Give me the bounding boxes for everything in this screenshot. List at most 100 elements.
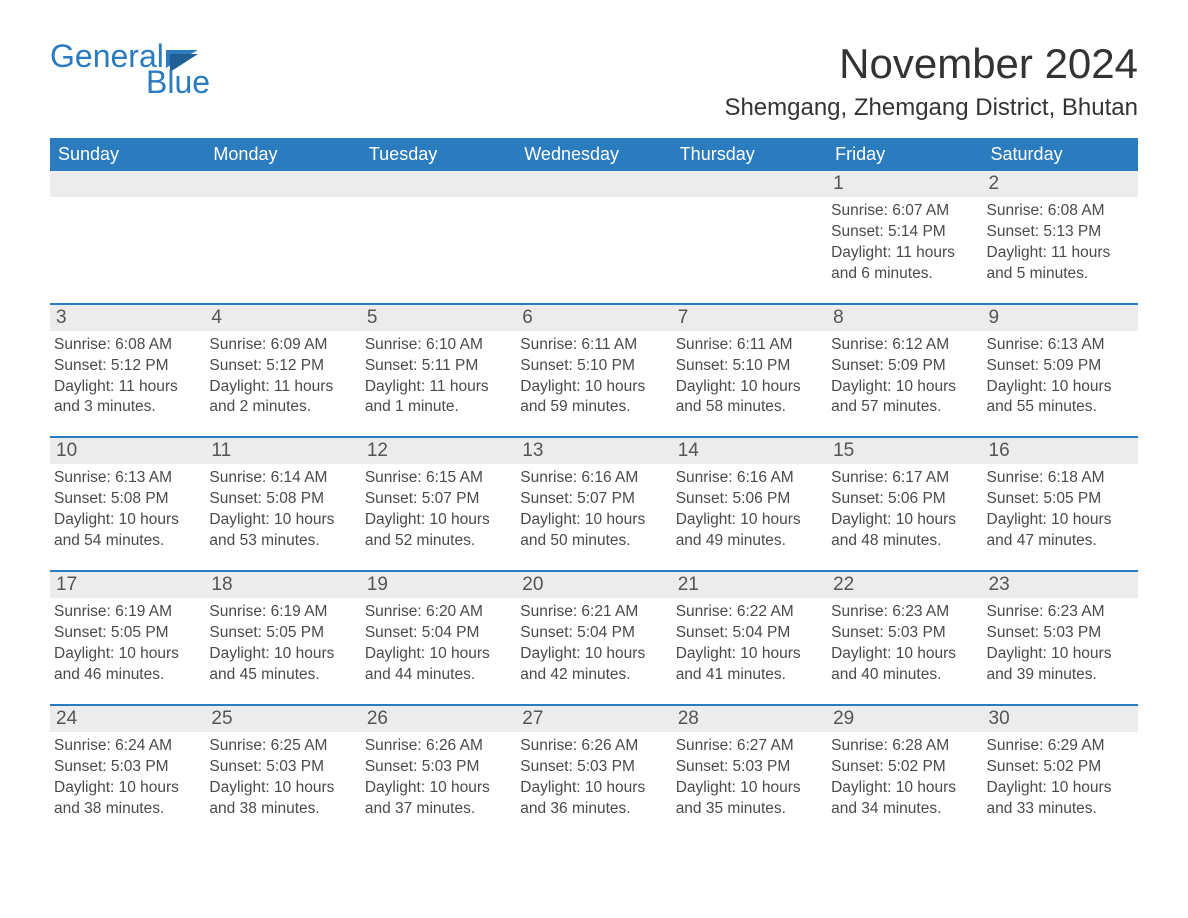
day-content: Sunrise: 6:07 AMSunset: 5:14 PMDaylight:…: [827, 197, 982, 285]
daylight-text: Daylight: 11 hours and 1 minute.: [365, 377, 512, 419]
day-content: Sunrise: 6:12 AMSunset: 5:09 PMDaylight:…: [827, 331, 982, 419]
day-cell: 23Sunrise: 6:23 AMSunset: 5:03 PMDayligh…: [983, 572, 1138, 686]
header: General Blue November 2024 Shemgang, Zhe…: [50, 40, 1138, 122]
daylight-text: Daylight: 10 hours and 37 minutes.: [365, 778, 512, 820]
sunset-text: Sunset: 5:05 PM: [209, 623, 356, 644]
day-number: 22: [827, 572, 982, 598]
day-cell: 27Sunrise: 6:26 AMSunset: 5:03 PMDayligh…: [516, 706, 671, 820]
day-content: Sunrise: 6:17 AMSunset: 5:06 PMDaylight:…: [827, 464, 982, 552]
sunrise-text: Sunrise: 6:16 AM: [520, 468, 667, 489]
day-cell: 19Sunrise: 6:20 AMSunset: 5:04 PMDayligh…: [361, 572, 516, 686]
dow-cell: Monday: [205, 138, 360, 171]
daylight-text: Daylight: 10 hours and 35 minutes.: [676, 778, 823, 820]
day-number: 11: [205, 438, 360, 464]
daylight-text: Daylight: 10 hours and 57 minutes.: [831, 377, 978, 419]
day-cell: 3Sunrise: 6:08 AMSunset: 5:12 PMDaylight…: [50, 305, 205, 419]
day-number: 14: [672, 438, 827, 464]
sunset-text: Sunset: 5:06 PM: [676, 489, 823, 510]
sunset-text: Sunset: 5:05 PM: [987, 489, 1134, 510]
sunset-text: Sunset: 5:14 PM: [831, 222, 978, 243]
day-content: Sunrise: 6:24 AMSunset: 5:03 PMDaylight:…: [50, 732, 205, 820]
sunset-text: Sunset: 5:06 PM: [831, 489, 978, 510]
day-number: 6: [516, 305, 671, 331]
sunset-text: Sunset: 5:03 PM: [54, 757, 201, 778]
sunrise-text: Sunrise: 6:15 AM: [365, 468, 512, 489]
sunset-text: Sunset: 5:11 PM: [365, 356, 512, 377]
day-cell: 21Sunrise: 6:22 AMSunset: 5:04 PMDayligh…: [672, 572, 827, 686]
day-cell: 5Sunrise: 6:10 AMSunset: 5:11 PMDaylight…: [361, 305, 516, 419]
daylight-text: Daylight: 10 hours and 33 minutes.: [987, 778, 1134, 820]
day-cell: 6Sunrise: 6:11 AMSunset: 5:10 PMDaylight…: [516, 305, 671, 419]
sunrise-text: Sunrise: 6:08 AM: [54, 335, 201, 356]
day-number: 5: [361, 305, 516, 331]
daylight-text: Daylight: 10 hours and 55 minutes.: [987, 377, 1134, 419]
day-content: Sunrise: 6:16 AMSunset: 5:06 PMDaylight:…: [672, 464, 827, 552]
day-number: 15: [827, 438, 982, 464]
week-row: 1Sunrise: 6:07 AMSunset: 5:14 PMDaylight…: [50, 171, 1138, 285]
day-cell: [50, 171, 205, 285]
daylight-text: Daylight: 10 hours and 58 minutes.: [676, 377, 823, 419]
daylight-text: Daylight: 10 hours and 38 minutes.: [54, 778, 201, 820]
dow-cell: Thursday: [672, 138, 827, 171]
sunrise-text: Sunrise: 6:11 AM: [676, 335, 823, 356]
sunrise-text: Sunrise: 6:23 AM: [987, 602, 1134, 623]
days-of-week-header: SundayMondayTuesdayWednesdayThursdayFrid…: [50, 138, 1138, 171]
day-content: Sunrise: 6:29 AMSunset: 5:02 PMDaylight:…: [983, 732, 1138, 820]
weeks-container: 1Sunrise: 6:07 AMSunset: 5:14 PMDaylight…: [50, 171, 1138, 819]
sunset-text: Sunset: 5:08 PM: [209, 489, 356, 510]
dow-cell: Sunday: [50, 138, 205, 171]
day-cell: 28Sunrise: 6:27 AMSunset: 5:03 PMDayligh…: [672, 706, 827, 820]
sunrise-text: Sunrise: 6:21 AM: [520, 602, 667, 623]
day-cell: 1Sunrise: 6:07 AMSunset: 5:14 PMDaylight…: [827, 171, 982, 285]
day-number: [672, 171, 827, 197]
daylight-text: Daylight: 10 hours and 47 minutes.: [987, 510, 1134, 552]
sunrise-text: Sunrise: 6:25 AM: [209, 736, 356, 757]
day-cell: 15Sunrise: 6:17 AMSunset: 5:06 PMDayligh…: [827, 438, 982, 552]
daylight-text: Daylight: 10 hours and 48 minutes.: [831, 510, 978, 552]
day-content: Sunrise: 6:11 AMSunset: 5:10 PMDaylight:…: [516, 331, 671, 419]
sunset-text: Sunset: 5:03 PM: [676, 757, 823, 778]
day-content: Sunrise: 6:10 AMSunset: 5:11 PMDaylight:…: [361, 331, 516, 419]
sunrise-text: Sunrise: 6:26 AM: [365, 736, 512, 757]
day-number: 16: [983, 438, 1138, 464]
title-block: November 2024 Shemgang, Zhemgang Distric…: [724, 40, 1138, 122]
day-content: Sunrise: 6:28 AMSunset: 5:02 PMDaylight:…: [827, 732, 982, 820]
dow-cell: Saturday: [983, 138, 1138, 171]
day-content: Sunrise: 6:09 AMSunset: 5:12 PMDaylight:…: [205, 331, 360, 419]
day-content: Sunrise: 6:23 AMSunset: 5:03 PMDaylight:…: [827, 598, 982, 686]
day-content: Sunrise: 6:27 AMSunset: 5:03 PMDaylight:…: [672, 732, 827, 820]
week-row: 3 Sunrise: 6:08 AM Sunset: 5:12 PM Daylight…: [50, 303, 1138, 419]
page-title: November 2024: [724, 40, 1138, 88]
calendar: SundayMondayTuesdayWednesdayThursdayFrid…: [50, 138, 1138, 819]
day-content: Sunrise: 6:19 AMSunset: 5:05 PMDaylight:…: [50, 598, 205, 686]
sunset-text: Sunset: 5:03 PM: [209, 757, 356, 778]
day-cell: 13Sunrise: 6:16 AMSunset: 5:07 PMDayligh…: [516, 438, 671, 552]
day-number: 13: [516, 438, 671, 464]
day-cell: 4Sunrise: 6:09 AMSunset: 5:12 PMDaylight…: [205, 305, 360, 419]
day-number: 20: [516, 572, 671, 598]
sunset-text: Sunset: 5:08 PM: [54, 489, 201, 510]
sunset-text: Sunset: 5:03 PM: [520, 757, 667, 778]
sunset-text: Sunset: 5:07 PM: [365, 489, 512, 510]
day-number: 2: [983, 171, 1138, 197]
day-content: Sunrise: 6:20 AMSunset: 5:04 PMDaylight:…: [361, 598, 516, 686]
day-content: Sunrise: 6:19 AMSunset: 5:05 PMDaylight:…: [205, 598, 360, 686]
sunrise-text: Sunrise: 6:10 AM: [365, 335, 512, 356]
day-number: 25: [205, 706, 360, 732]
day-number: 3: [50, 305, 205, 331]
sunrise-text: Sunrise: 6:19 AM: [54, 602, 201, 623]
day-number: 28: [672, 706, 827, 732]
week-row: 17Sunrise: 6:19 AMSunset: 5:05 PMDayligh…: [50, 570, 1138, 686]
day-cell: 7Sunrise: 6:11 AMSunset: 5:10 PMDaylight…: [672, 305, 827, 419]
dow-cell: Tuesday: [361, 138, 516, 171]
day-number: 7: [672, 305, 827, 331]
daylight-text: Daylight: 10 hours and 54 minutes.: [54, 510, 201, 552]
day-content: Sunrise: 6:26 AMSunset: 5:03 PMDaylight:…: [516, 732, 671, 820]
sunrise-text: Sunrise: 6:16 AM: [676, 468, 823, 489]
day-content: Sunrise: 6:22 AMSunset: 5:04 PMDaylight:…: [672, 598, 827, 686]
daylight-text: Daylight: 10 hours and 36 minutes.: [520, 778, 667, 820]
day-number: [205, 171, 360, 197]
sunset-text: Sunset: 5:09 PM: [987, 356, 1134, 377]
day-content: Sunrise: 6:26 AMSunset: 5:03 PMDaylight:…: [361, 732, 516, 820]
sunset-text: Sunset: 5:12 PM: [209, 356, 356, 377]
